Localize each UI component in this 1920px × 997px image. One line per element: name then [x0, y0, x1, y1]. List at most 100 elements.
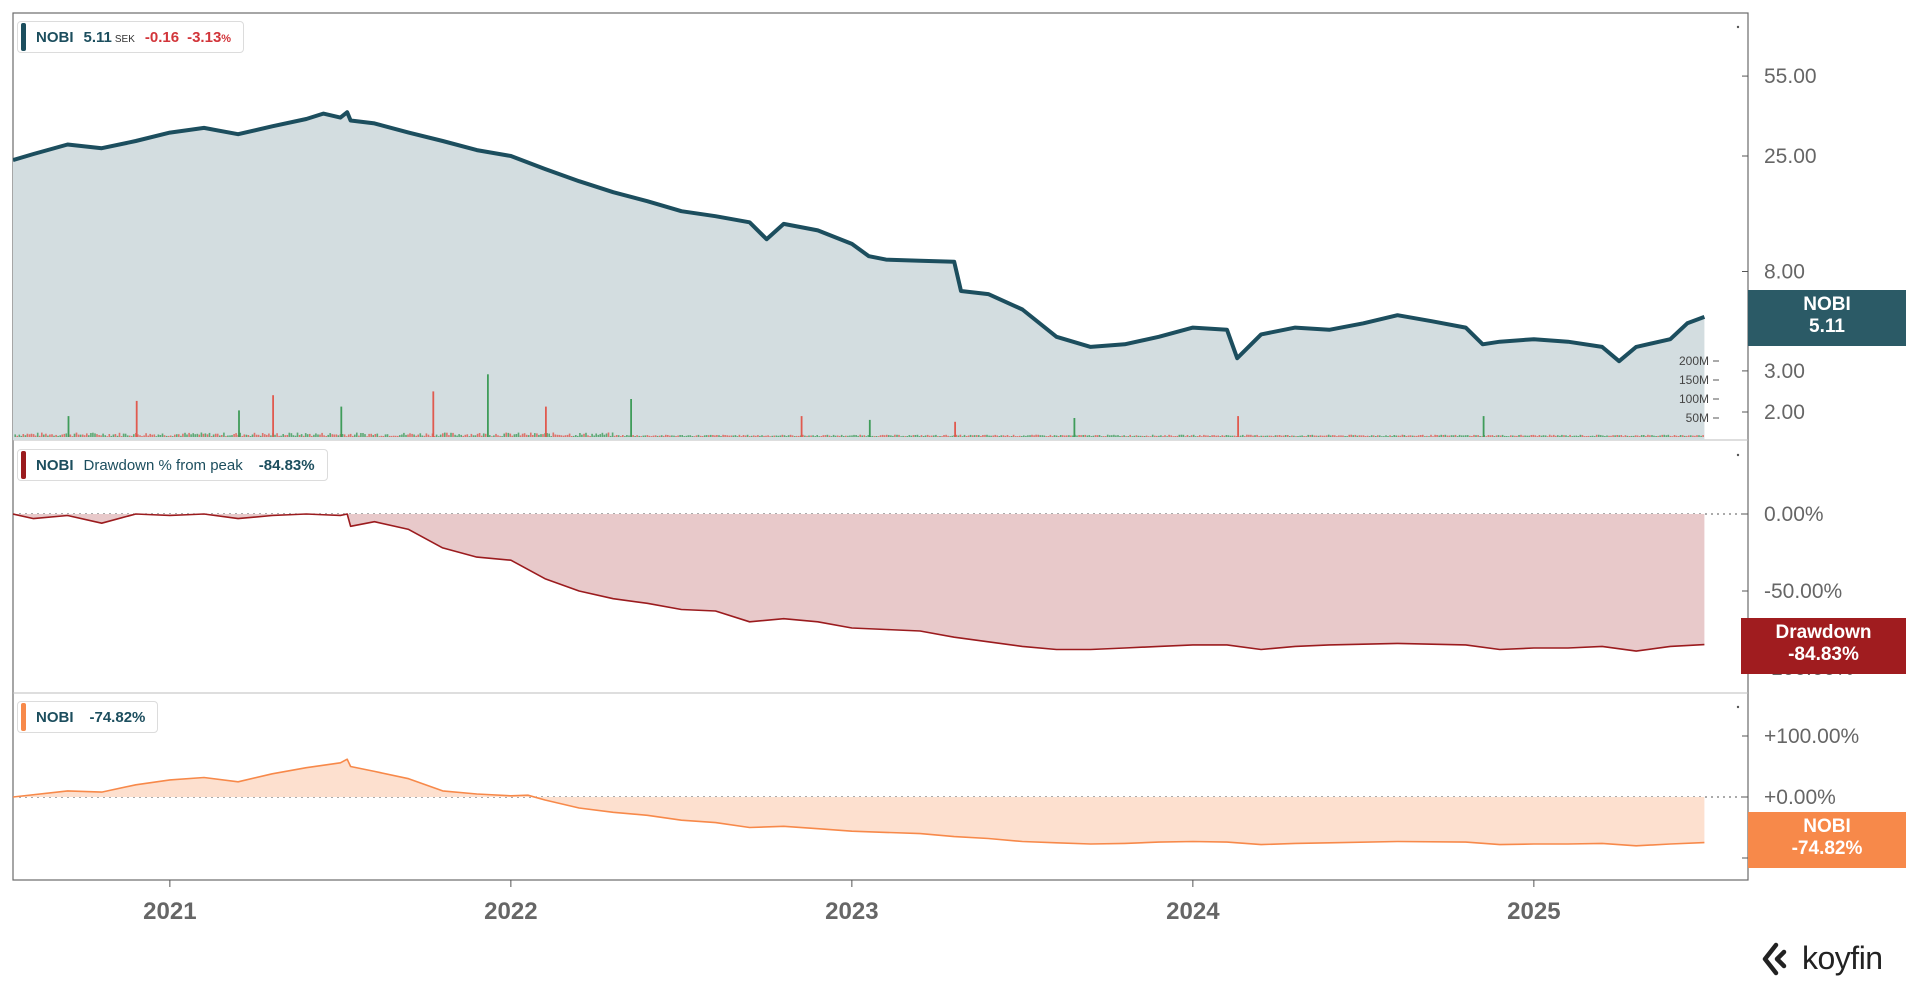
volume-bar	[219, 435, 221, 437]
volume-bar	[740, 436, 743, 437]
volume-bar	[658, 435, 661, 437]
volume-bar	[1417, 435, 1420, 437]
volume-bar	[1149, 436, 1152, 437]
volume-bar	[1444, 434, 1447, 437]
volume-bar	[947, 435, 949, 437]
volume-bar	[329, 433, 331, 437]
volume-bar	[642, 435, 645, 437]
volume-bar	[448, 435, 450, 437]
volume-bar	[1448, 435, 1451, 437]
volume-bar	[589, 436, 591, 437]
volume-bar	[304, 433, 307, 437]
volume-bar	[470, 433, 473, 437]
volume-bar	[644, 435, 647, 437]
volume-bar	[28, 434, 31, 437]
volume-bar	[1170, 435, 1172, 437]
price-value-tag: NOBI 5.11	[1748, 290, 1906, 346]
volume-bar	[840, 434, 843, 437]
volume-bar	[192, 433, 194, 437]
volume-bar	[922, 436, 925, 437]
volume-bar	[1379, 435, 1381, 437]
volume-bar	[708, 435, 710, 437]
volume-bar	[1387, 436, 1389, 437]
volume-bar	[734, 435, 737, 437]
volume-bar	[980, 436, 982, 437]
volume-bar	[969, 434, 972, 437]
volume-bar	[896, 434, 898, 437]
volume-bar	[1266, 435, 1269, 437]
volume-bar	[1297, 436, 1299, 437]
volume-bar	[1199, 435, 1201, 437]
volume-bar	[38, 435, 41, 437]
volume-spike	[135, 400, 138, 437]
volume-bar	[804, 435, 806, 437]
volume-bar	[855, 435, 857, 437]
volume-bar	[253, 432, 256, 437]
volume-bar	[399, 435, 401, 437]
volume-bar	[810, 435, 812, 437]
volume-bar	[1591, 435, 1594, 437]
volume-bar	[374, 434, 377, 437]
volume-bar	[165, 435, 168, 437]
volume-bar	[1440, 434, 1442, 437]
volume-bar	[640, 436, 642, 437]
volume-bar	[1352, 435, 1354, 437]
volume-bar	[1673, 435, 1676, 437]
volume-bar	[1688, 435, 1690, 437]
volume-bar	[1037, 434, 1039, 437]
volume-bar	[1559, 435, 1561, 437]
volume-bar	[587, 435, 589, 437]
volume-bar	[354, 434, 356, 437]
volume-bar	[575, 435, 577, 437]
volume-bar	[315, 433, 317, 437]
volume-bar	[554, 434, 557, 437]
volume-bar	[1272, 436, 1275, 437]
volume-bar	[382, 436, 385, 437]
volume-bar	[306, 434, 309, 437]
volume-bar	[738, 434, 741, 437]
volume-bar	[245, 434, 248, 437]
volume-bar	[761, 435, 763, 437]
volume-bar	[1520, 434, 1522, 437]
volume-bar	[1575, 435, 1578, 437]
koyfin-logo[interactable]: koyfin	[1762, 940, 1883, 977]
volume-bar	[902, 435, 904, 437]
volume-bar	[1233, 435, 1236, 437]
volume-bar	[900, 436, 902, 437]
volume-bar	[88, 435, 90, 437]
volume-bar	[1051, 436, 1054, 437]
volume-bar	[1616, 435, 1618, 437]
volume-bar	[1217, 435, 1219, 437]
volume-bar	[131, 435, 133, 437]
volume-bar	[454, 434, 456, 437]
volume-bar	[83, 435, 86, 437]
volume-bar	[268, 433, 270, 437]
volume-bar	[996, 435, 998, 437]
volume-bar	[446, 432, 448, 437]
volume-bar	[421, 435, 424, 437]
volume-bar	[145, 433, 147, 437]
volume-bar	[976, 435, 978, 437]
volume-bar	[249, 436, 252, 437]
volume-bar	[1571, 436, 1573, 437]
volume-bar	[296, 432, 299, 437]
volume-tick-label: 50M	[1686, 411, 1709, 425]
volume-bar	[1207, 435, 1209, 437]
volume-bar	[769, 436, 771, 437]
volume-bar	[941, 436, 943, 437]
volume-bar	[243, 434, 246, 437]
volume-bar	[1401, 434, 1404, 437]
volume-bar	[427, 434, 430, 437]
volume-bar	[1573, 435, 1575, 437]
price-tick-label: 55.00	[1764, 65, 1817, 88]
volume-bar	[967, 435, 970, 437]
volume-bar	[1624, 435, 1627, 437]
volume-bar	[973, 435, 976, 437]
volume-bar	[820, 436, 823, 437]
volume-bar	[1252, 435, 1254, 437]
volume-bar	[1385, 435, 1387, 437]
volume-bar	[1301, 435, 1303, 437]
relative-area	[13, 759, 1705, 846]
volume-bar	[1420, 435, 1422, 437]
volume-bar	[1381, 436, 1383, 437]
